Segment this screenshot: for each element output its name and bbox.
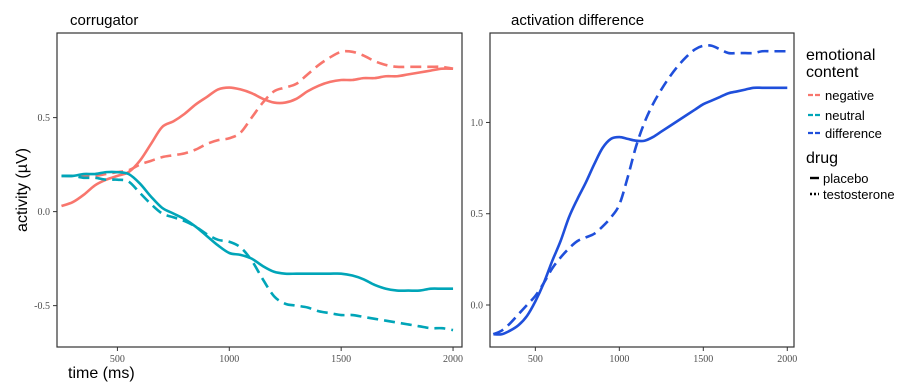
y-tick-label: 0.0 — [38, 207, 51, 218]
y-tick-label: 0.5 — [38, 113, 51, 124]
panel-title-corrugator: corrugator — [70, 12, 138, 29]
plot-frame-corrugator — [56, 32, 463, 348]
legend-label-difference: difference — [825, 126, 882, 141]
y-tick-label: 0.5 — [471, 209, 484, 220]
x-tick-label: 1500 — [693, 354, 713, 365]
x-tick-label: 1000 — [219, 354, 239, 365]
axis-ticks-activation-difference: 500 1000 1500 2000 0.0 0.5 1.0 — [471, 118, 798, 365]
panel-title-activation-difference: activation difference — [511, 12, 644, 29]
legend-title-line2: content — [806, 64, 859, 81]
panel-activation-difference: activation difference 500 1000 1500 2000 0.0… — [471, 12, 798, 365]
y-axis-label-corrugator: activity (µV) — [14, 148, 31, 232]
legend-label-negative: negative — [825, 88, 874, 103]
series-lines-activation-difference — [492, 44, 788, 336]
legend: emotional content negative neutral diffe… — [806, 47, 895, 202]
x-tick-label: 2000 — [777, 354, 797, 365]
y-tick-label: 0.0 — [471, 301, 484, 312]
x-tick-label: 2000 — [443, 354, 463, 365]
legend-label-placebo: placebo — [823, 171, 869, 186]
legend-drug-title: drug — [806, 150, 838, 167]
series-line-difference-testosterone — [492, 44, 788, 336]
legend-label-neutral: neutral — [825, 108, 865, 123]
x-tick-label: 1500 — [331, 354, 351, 365]
panel-corrugator: corrugator activity (µV) time (ms) 500 10… — [14, 12, 463, 382]
series-line-neutral-placebo — [61, 170, 454, 293]
x-tick-label: 500 — [528, 354, 543, 365]
legend-title-line1: emotional — [806, 47, 875, 64]
y-tick-label: -0.5 — [34, 301, 50, 312]
x-axis-label-corrugator: time (ms) — [68, 365, 135, 382]
x-tick-label: 500 — [110, 354, 125, 365]
series-line-neutral-testosterone — [61, 174, 454, 332]
series-lines-corrugator — [61, 49, 454, 332]
series-line-negative-testosterone — [61, 49, 454, 178]
series-line-difference-placebo — [493, 86, 788, 336]
plot-frame-activation-difference — [489, 32, 795, 348]
series-line-negative-placebo — [61, 67, 454, 208]
axis-ticks-corrugator: 500 1000 1500 2000 -0.5 0.0 0.5 — [34, 113, 463, 365]
x-tick-label: 1000 — [609, 354, 629, 365]
y-tick-label: 1.0 — [471, 118, 484, 129]
legend-label-testosterone: testosterone — [823, 187, 895, 202]
